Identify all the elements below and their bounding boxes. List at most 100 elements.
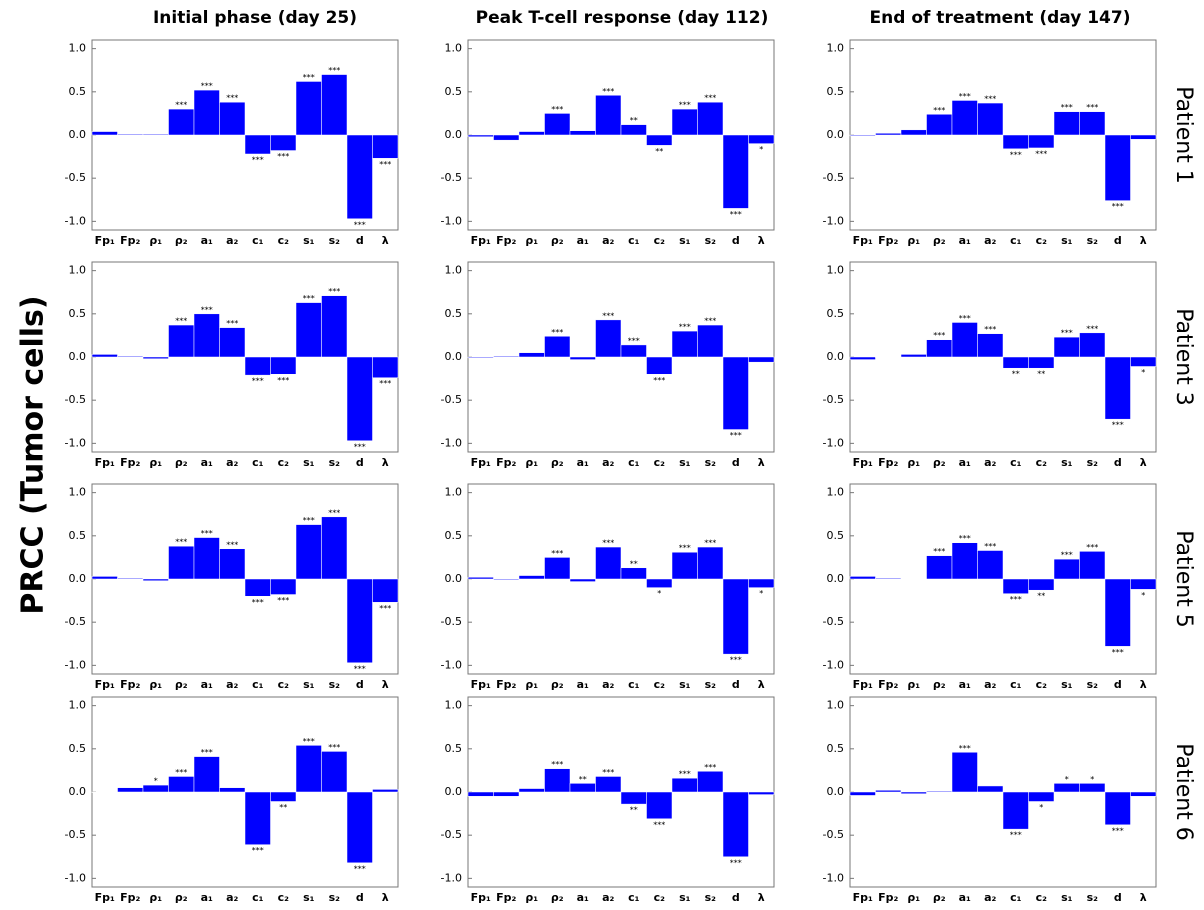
y-tick-label: 0.5 (827, 307, 845, 320)
bar (569, 578, 596, 582)
significance-label: *** (602, 311, 614, 320)
x-tick-label: c₁ (1010, 891, 1022, 904)
bar (1053, 111, 1080, 136)
y-tick-label: -0.5 (441, 615, 462, 628)
significance-label: * (1039, 803, 1043, 812)
row-label: Patient 1 (1171, 86, 1196, 184)
bar (722, 356, 749, 430)
y-tick-label: -0.5 (65, 828, 86, 841)
significance-label: *** (226, 319, 238, 328)
y-tick-label: 1.0 (69, 699, 87, 712)
x-tick-label: ρ₁ (907, 891, 920, 904)
significance-label: *** (303, 73, 315, 82)
significance-label: *** (201, 748, 213, 757)
bar (518, 575, 545, 580)
bar (926, 790, 953, 793)
significance-label: *** (175, 768, 187, 777)
bar (270, 578, 297, 595)
significance-label: *** (933, 547, 945, 556)
x-tick-label: λ (382, 678, 389, 691)
bar (1079, 551, 1106, 580)
bar (142, 133, 169, 136)
significance-label: *** (303, 516, 315, 525)
significance-label: * (1065, 775, 1069, 784)
bar (1002, 356, 1029, 369)
x-tick-label: ρ₂ (175, 891, 188, 904)
significance-label: *** (1061, 103, 1073, 112)
bar (646, 134, 673, 146)
y-tick-label: 1.0 (445, 42, 463, 55)
bar (219, 787, 246, 793)
y-tick-label: 0.0 (445, 350, 463, 363)
y-tick-label: 0.0 (445, 128, 463, 141)
significance-label: *** (1010, 595, 1022, 604)
bar (193, 756, 220, 793)
x-tick-label: s₂ (1087, 234, 1099, 247)
significance-label: *** (984, 542, 996, 551)
bar (875, 356, 902, 358)
bar (467, 134, 494, 137)
bar (671, 777, 698, 793)
bar (748, 134, 775, 144)
bar (1028, 356, 1055, 369)
bar (244, 356, 271, 376)
bar (1002, 791, 1029, 830)
column-title: End of treatment (day 147) (870, 8, 1131, 28)
bar (493, 578, 520, 581)
bar (671, 551, 698, 580)
x-tick-label: s₂ (1087, 678, 1099, 691)
significance-label: *** (328, 66, 340, 75)
bar (926, 555, 953, 580)
x-tick-label: s₁ (1061, 891, 1073, 904)
bar (875, 133, 902, 136)
x-tick-label: c₂ (654, 456, 666, 469)
significance-label: *** (303, 294, 315, 303)
bar (900, 129, 927, 136)
bar (544, 336, 571, 358)
x-tick-label: c₂ (278, 456, 290, 469)
x-tick-label: λ (382, 456, 389, 469)
bar (467, 791, 494, 797)
bar (620, 124, 647, 136)
bar (142, 356, 169, 359)
y-tick-label: 0.0 (445, 572, 463, 585)
x-tick-label: λ (758, 678, 765, 691)
x-tick-label: λ (382, 891, 389, 904)
bar (900, 354, 927, 358)
significance-label: *** (277, 596, 289, 605)
y-axis-label: PRCC (Tumor cells) (16, 295, 51, 614)
bar (595, 546, 622, 580)
x-tick-label: s₂ (705, 678, 717, 691)
bar (321, 516, 348, 580)
bar (321, 751, 348, 793)
bar (671, 330, 698, 358)
significance-label: *** (1010, 150, 1022, 159)
bar (467, 577, 494, 580)
bar (951, 542, 978, 580)
x-tick-label: c₁ (252, 456, 264, 469)
x-tick-label: s₂ (705, 234, 717, 247)
significance-label: *** (1112, 421, 1124, 430)
bar (270, 791, 297, 802)
bar (493, 355, 520, 358)
x-tick-label: a₁ (959, 891, 971, 904)
bar (346, 578, 373, 664)
x-tick-label: d (732, 678, 740, 691)
significance-label: *** (984, 95, 996, 104)
x-tick-label: ρ₁ (907, 234, 920, 247)
bar (346, 134, 373, 220)
significance-label: *** (730, 210, 742, 219)
significance-label: * (154, 777, 158, 786)
x-tick-label: d (1114, 678, 1122, 691)
bar (977, 102, 1004, 136)
significance-label: *** (959, 92, 971, 101)
x-tick-label: a₂ (226, 678, 238, 691)
y-tick-label: -1.0 (65, 871, 86, 884)
bar (646, 356, 673, 375)
significance-label: *** (551, 105, 563, 114)
y-tick-label: 0.0 (69, 350, 87, 363)
x-tick-label: a₂ (226, 234, 238, 247)
significance-label: *** (602, 87, 614, 96)
x-tick-label: s₁ (1061, 234, 1073, 247)
x-tick-label: a₁ (201, 678, 213, 691)
